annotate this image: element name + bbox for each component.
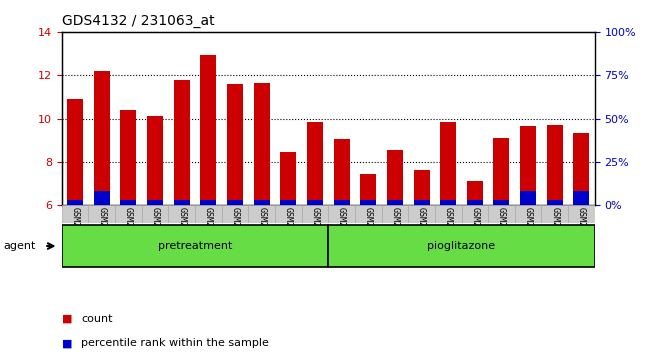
Bar — [387, 150, 403, 205]
Bar — [280, 200, 296, 205]
Bar — [195, 205, 222, 223]
Bar — [147, 200, 163, 205]
Bar — [333, 200, 350, 205]
Text: GSM201830: GSM201830 — [204, 207, 213, 252]
Bar — [573, 192, 590, 205]
Bar — [547, 200, 563, 205]
Text: GSM201829: GSM201829 — [177, 207, 186, 252]
Text: GSM201841: GSM201841 — [497, 207, 506, 252]
Bar — [280, 152, 296, 205]
Bar — [440, 200, 456, 205]
Text: GSM201836: GSM201836 — [364, 207, 372, 252]
Text: GSM201832: GSM201832 — [257, 207, 266, 252]
Text: GSM201831: GSM201831 — [231, 207, 239, 252]
Bar — [360, 200, 376, 205]
Bar — [147, 116, 163, 205]
Text: pretreatment: pretreatment — [158, 241, 232, 251]
Text: GSM201834: GSM201834 — [311, 207, 319, 252]
Bar — [120, 200, 136, 205]
Bar — [541, 205, 568, 223]
Text: GSM201839: GSM201839 — [444, 207, 452, 252]
Bar — [493, 200, 510, 205]
Bar — [408, 205, 435, 223]
Bar — [222, 205, 248, 223]
Bar — [515, 205, 541, 223]
Text: GSM201837: GSM201837 — [391, 207, 399, 252]
Text: GSM201843: GSM201843 — [551, 207, 559, 252]
Bar — [142, 205, 168, 223]
Bar — [307, 122, 323, 205]
Text: count: count — [81, 314, 112, 324]
Text: GSM201838: GSM201838 — [417, 207, 426, 252]
Bar — [440, 122, 456, 205]
Bar — [520, 192, 536, 205]
Text: GSM201835: GSM201835 — [337, 207, 346, 252]
Bar — [275, 205, 302, 223]
Bar — [520, 126, 536, 205]
Bar — [254, 200, 270, 205]
Bar — [115, 205, 142, 223]
Text: GSM201543: GSM201543 — [98, 207, 106, 252]
Bar — [248, 205, 275, 223]
Bar — [62, 225, 328, 267]
Bar — [413, 170, 430, 205]
Text: agent: agent — [3, 241, 36, 251]
Bar — [568, 205, 595, 223]
Bar — [573, 133, 590, 205]
Bar — [88, 205, 115, 223]
Bar — [462, 205, 488, 223]
Bar — [200, 200, 216, 205]
Text: GSM201545: GSM201545 — [151, 207, 159, 252]
Bar — [174, 80, 190, 205]
Text: ■: ■ — [62, 314, 72, 324]
Bar — [94, 192, 110, 205]
Bar — [174, 200, 190, 205]
Bar — [547, 125, 563, 205]
Bar — [387, 200, 403, 205]
Bar — [307, 200, 323, 205]
Bar — [254, 83, 270, 205]
Bar — [493, 138, 510, 205]
Text: GSM201844: GSM201844 — [577, 207, 586, 252]
Text: GSM201842: GSM201842 — [524, 207, 532, 252]
Bar — [328, 205, 355, 223]
Bar — [302, 205, 328, 223]
Bar — [120, 110, 136, 205]
Text: pioglitazone: pioglitazone — [428, 241, 495, 251]
Text: GSM201833: GSM201833 — [284, 207, 292, 252]
Text: GSM201542: GSM201542 — [71, 207, 79, 252]
Bar — [67, 99, 83, 205]
Text: GSM201544: GSM201544 — [124, 207, 133, 252]
Bar — [333, 139, 350, 205]
Bar — [200, 55, 216, 205]
Bar — [328, 225, 595, 267]
Bar — [227, 84, 243, 205]
Bar — [467, 200, 483, 205]
Text: percentile rank within the sample: percentile rank within the sample — [81, 338, 269, 348]
Bar — [355, 205, 382, 223]
Text: GDS4132 / 231063_at: GDS4132 / 231063_at — [62, 14, 214, 28]
Bar — [360, 174, 376, 205]
Bar — [168, 205, 195, 223]
Bar — [435, 205, 462, 223]
Bar — [62, 205, 88, 223]
Bar — [227, 200, 243, 205]
Bar — [94, 71, 110, 205]
Text: GSM201840: GSM201840 — [471, 207, 479, 252]
Bar — [413, 200, 430, 205]
Bar — [488, 205, 515, 223]
Bar — [67, 200, 83, 205]
Bar — [382, 205, 408, 223]
Bar — [467, 182, 483, 205]
Text: ■: ■ — [62, 338, 72, 348]
